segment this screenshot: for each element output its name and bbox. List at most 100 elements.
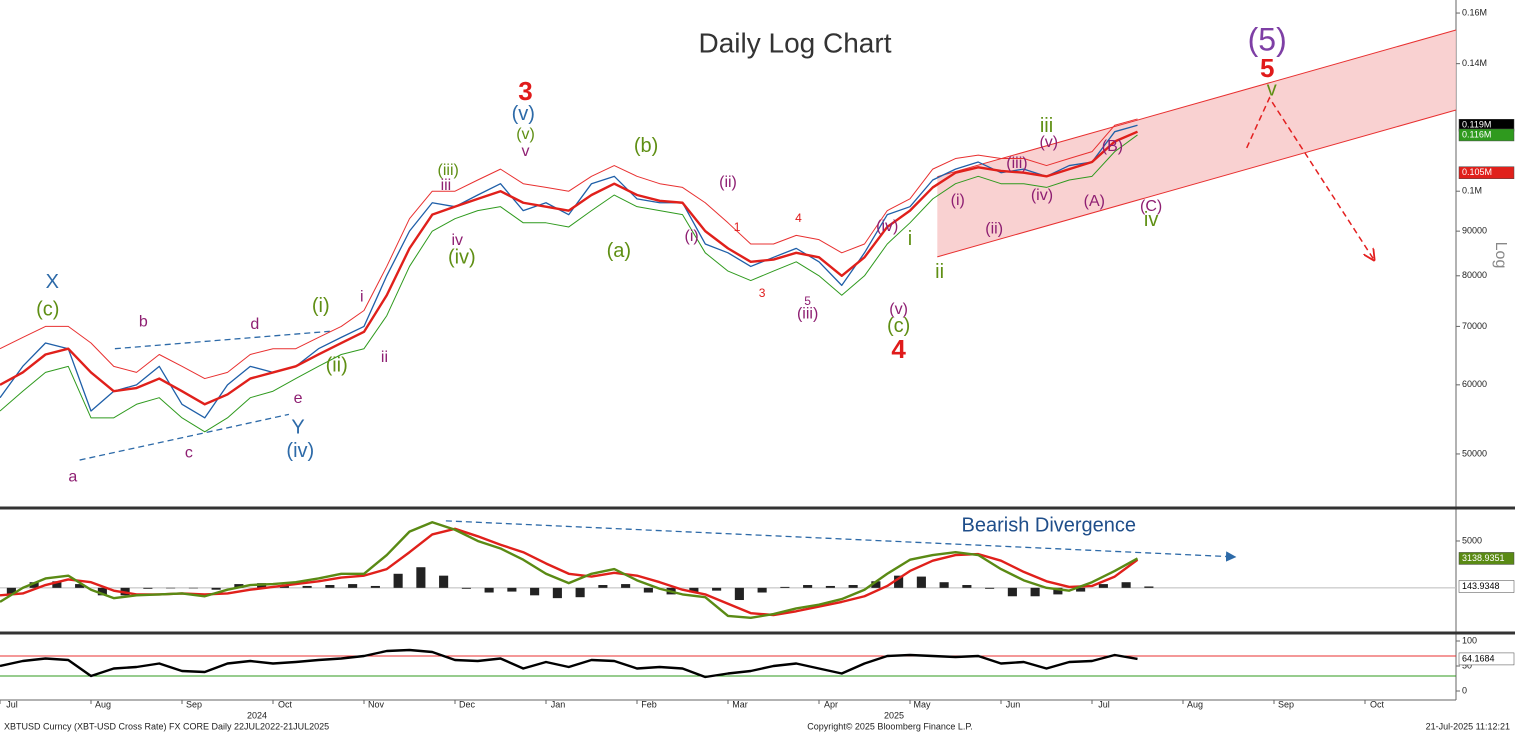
wave-label: (i) (951, 192, 965, 209)
x-tick-label: Dec (459, 699, 476, 709)
wave-label: 3 (759, 286, 766, 300)
last-value-box (1458, 166, 1515, 179)
x-tick-label: Jul (1098, 699, 1110, 709)
y-tick-label: 0.16M (1462, 7, 1487, 17)
x-tick-label: Feb (641, 699, 657, 709)
forecast-path (1246, 96, 1374, 260)
last-value-label: 143.9348 (1462, 581, 1500, 591)
last-value-label: 0.119M (1462, 120, 1491, 130)
y-tick-label: 50000 (1462, 448, 1487, 458)
histogram-bar (734, 587, 744, 601)
wave-label: (ii) (719, 174, 737, 191)
series-line (0, 118, 1138, 380)
histogram-bar (712, 587, 722, 591)
wave-label: (5) (1248, 21, 1287, 57)
histogram-bar (780, 586, 790, 588)
series-line (0, 124, 1138, 419)
footer-center: Copyright© 2025 Bloomberg Finance L.P. (807, 721, 973, 731)
x-tick-label: Nov (368, 699, 385, 709)
wave-label: i (908, 228, 912, 250)
wave-label: 5 (804, 294, 811, 308)
y-tick-label: 50 (1462, 660, 1472, 670)
y-tick-label: 0.14M (1462, 58, 1487, 68)
y-tick-label: 80000 (1462, 270, 1487, 280)
histogram-bar (484, 587, 494, 593)
histogram-bar (507, 587, 517, 592)
wave-label: (iv) (448, 246, 476, 268)
footer-left: XBTUSD Curncy (XBT-USD Cross Rate) FX CO… (4, 721, 329, 731)
wave-label: (iii) (797, 305, 818, 322)
histogram-bar (143, 587, 153, 589)
histogram-bar (985, 587, 995, 589)
x-tick-label: Oct (1370, 699, 1385, 709)
last-value-box (1458, 580, 1515, 593)
histogram-bar (825, 585, 835, 588)
histogram-bar (962, 585, 972, 588)
histogram-bar (6, 587, 16, 595)
histogram-bar (348, 584, 358, 588)
histogram-bar (234, 584, 244, 588)
histogram-bar (939, 582, 949, 588)
wave-label: (iv) (1031, 187, 1053, 204)
wave-label: (C) (1140, 198, 1162, 215)
wave-label: iv (451, 232, 463, 249)
histogram-bar (871, 581, 881, 588)
trend-line (445, 520, 1237, 562)
histogram-bar (370, 585, 380, 588)
series-line (0, 527, 1139, 617)
last-value-box (1458, 652, 1515, 666)
histogram-bar (689, 587, 699, 593)
y-tick-label: 0.1M (1462, 186, 1482, 196)
histogram-bar (1007, 587, 1017, 597)
histogram-bar (575, 587, 585, 598)
wave-label: 3 (518, 76, 532, 106)
histogram-bar (1030, 587, 1040, 597)
axis-label: Log (1492, 242, 1509, 269)
series-line (0, 130, 1138, 406)
wave-label: i (360, 288, 364, 305)
wave-label: (i) (312, 295, 330, 317)
series-line (0, 134, 1138, 433)
wave-label: a (68, 469, 77, 486)
wave-label: (v) (889, 301, 908, 318)
x-tick-label: Aug (95, 699, 111, 709)
wave-label: (iv) (876, 218, 898, 235)
histogram-bar (598, 585, 608, 588)
histogram-bar (1121, 582, 1131, 588)
last-value-label: 3138.9351 (1462, 553, 1505, 563)
histogram-bar (325, 585, 335, 588)
histogram-bar (75, 584, 85, 588)
y-tick-label: 0 (1462, 685, 1467, 695)
x-tick-label: Oct (278, 699, 293, 709)
wave-label: (iii) (438, 162, 459, 179)
x-tick-label: May (913, 699, 931, 709)
trend-line (114, 330, 330, 350)
wave-label: iii (1040, 115, 1053, 137)
wave-label: (iii) (1006, 155, 1027, 172)
wave-label: (i) (684, 228, 698, 245)
histogram-bar (757, 587, 767, 593)
wave-label: (a) (607, 240, 631, 262)
x-tick-label: Sep (186, 699, 202, 709)
histogram-bar (916, 576, 926, 588)
x-tick-label: Apr (824, 699, 838, 709)
wave-label: (v) (516, 126, 535, 143)
last-value-label: 0.105M (1462, 167, 1492, 177)
histogram-bar (166, 587, 176, 589)
histogram-bar (848, 585, 858, 588)
x-tick-label: Jul (6, 699, 18, 709)
histogram-bar (461, 587, 471, 589)
x-tick-label: Mar (732, 699, 748, 709)
histogram-bar (1053, 587, 1063, 595)
wave-label: (c) (887, 315, 910, 337)
wave-label: (v) (512, 103, 535, 125)
last-value-label: 0.116M (1462, 129, 1491, 139)
chart-title: Daily Log Chart (699, 27, 892, 58)
last-value-box (1458, 128, 1515, 142)
histogram-bar (302, 585, 312, 588)
wave-label: Y (291, 417, 304, 439)
wave-label: 4 (891, 334, 906, 364)
wave-label: (iv) (286, 440, 314, 462)
histogram-bar (1076, 587, 1086, 592)
